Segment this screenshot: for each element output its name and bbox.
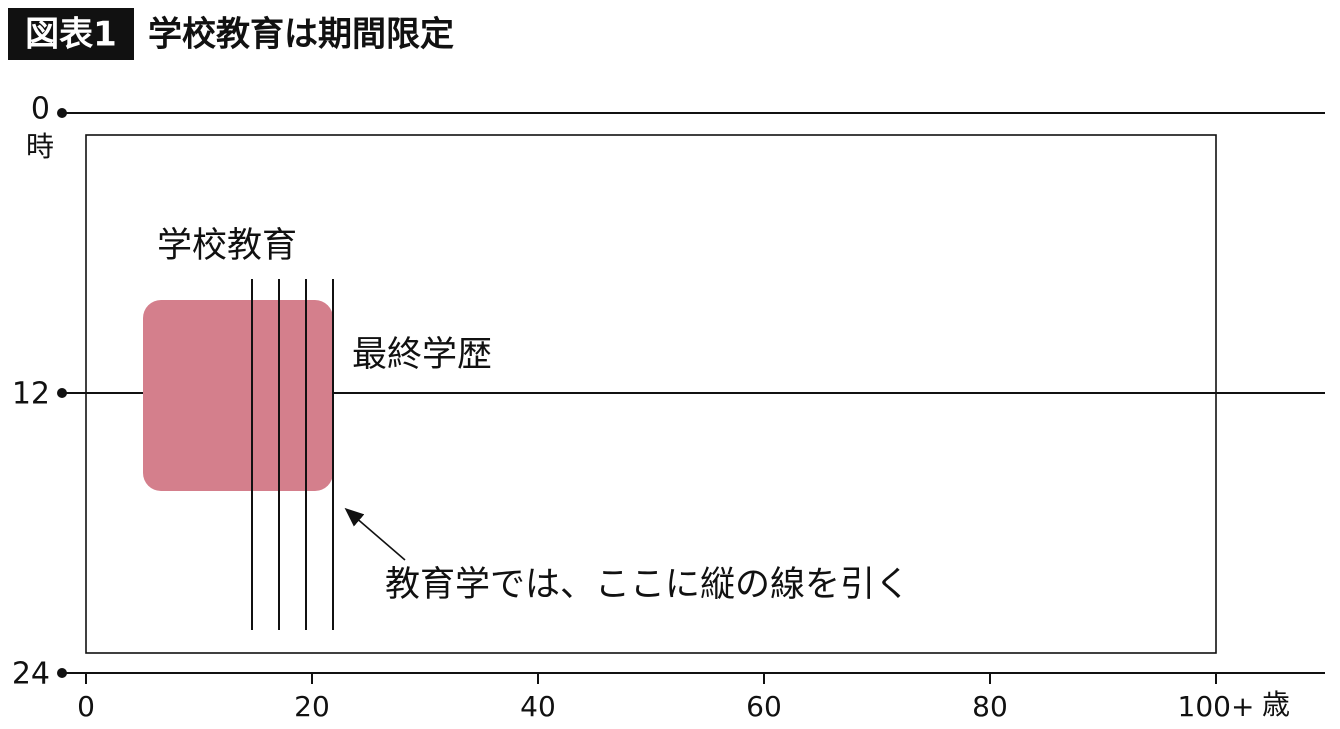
x-tick-label: 20 bbox=[294, 690, 330, 723]
label-school: 学校教育 bbox=[157, 226, 297, 266]
x-tick-label: 60 bbox=[746, 690, 782, 723]
arrow bbox=[344, 507, 406, 561]
x-tick-label: 100+ bbox=[1178, 690, 1255, 723]
y-tick-label: 0 bbox=[31, 92, 50, 127]
badge: 図表1 bbox=[25, 15, 117, 55]
dot bbox=[57, 388, 67, 398]
x-unit: 歳 bbox=[1262, 688, 1290, 721]
badge-bg bbox=[8, 8, 134, 60]
y-tick-label: 24 bbox=[12, 657, 50, 692]
annotation: 教育学では、ここに縦の線を引く bbox=[385, 565, 910, 605]
x-tick-label: 80 bbox=[972, 690, 1008, 723]
dot bbox=[57, 668, 67, 678]
y-tick-label: 12 bbox=[12, 377, 50, 412]
dot bbox=[57, 108, 67, 118]
x-tick-label: 0 bbox=[77, 690, 95, 723]
x-tick-label: 40 bbox=[520, 690, 556, 723]
title: 学校教育は期間限定 bbox=[148, 15, 454, 55]
school-block bbox=[143, 300, 333, 491]
y-unit: 時 bbox=[26, 130, 54, 163]
label-final: 最終学歴 bbox=[352, 335, 492, 375]
